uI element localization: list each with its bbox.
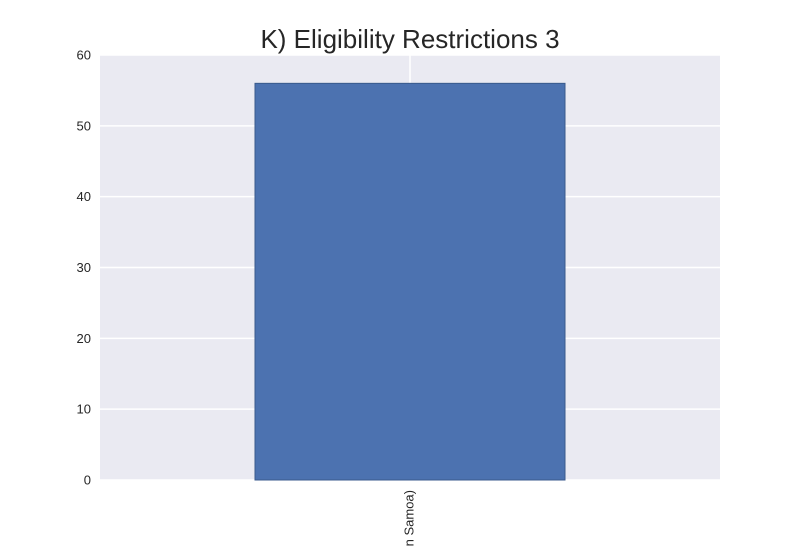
y-tick-label: 60 xyxy=(77,48,91,63)
chart-title: K) Eligibility Restrictions 3 xyxy=(260,24,559,54)
bars xyxy=(254,82,566,481)
y-tick-label: 40 xyxy=(77,189,91,204)
y-tick-label: 20 xyxy=(77,331,91,346)
y-axis-ticks: 0 10 20 30 40 50 60 xyxy=(77,48,91,488)
x-axis-ticks: n Samoa) xyxy=(401,490,416,546)
y-tick-label: 0 xyxy=(84,473,91,488)
y-tick-label: 10 xyxy=(77,402,91,417)
x-tick-label: n Samoa) xyxy=(401,490,416,546)
y-tick-label: 50 xyxy=(77,118,91,133)
y-tick-label: 30 xyxy=(77,260,91,275)
bar xyxy=(254,82,566,481)
